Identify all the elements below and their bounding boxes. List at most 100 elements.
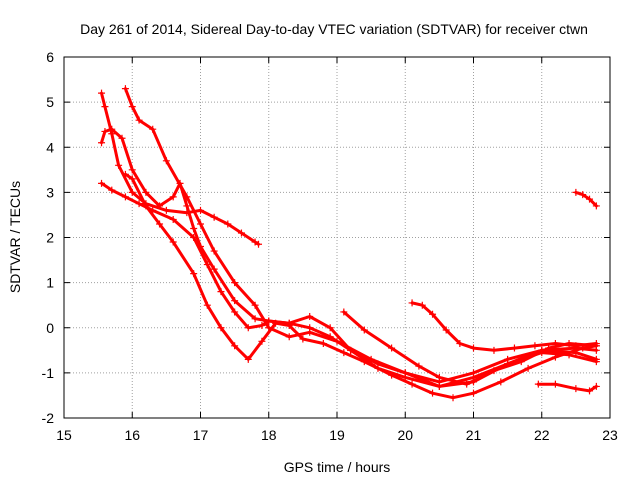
data-point	[367, 355, 375, 363]
data-point	[128, 166, 136, 174]
data-point	[326, 324, 334, 332]
data-point	[210, 247, 218, 255]
data-point	[251, 301, 259, 309]
y-tick-label: 4	[46, 139, 54, 155]
data-point	[497, 378, 505, 386]
x-tick-label: 18	[261, 427, 277, 443]
data-point	[121, 85, 129, 93]
series-arc-9-markers	[572, 188, 600, 210]
data-point	[551, 340, 559, 348]
data-point	[169, 193, 177, 201]
data-point	[115, 161, 123, 169]
x-tick-label: 23	[602, 427, 618, 443]
data-point	[237, 229, 245, 237]
y-tick-label: 6	[46, 49, 54, 65]
data-point	[490, 367, 498, 375]
data-point	[217, 288, 225, 296]
series-arc-2	[100, 127, 598, 384]
data-point	[210, 265, 218, 273]
data-point	[203, 301, 211, 309]
data-point	[285, 321, 293, 329]
y-tick-label: 0	[46, 320, 54, 336]
data-point	[360, 358, 368, 366]
y-axis-label: SDTVAR / TECUs	[7, 181, 23, 293]
data-point	[149, 125, 157, 133]
data-point	[183, 193, 191, 201]
x-tick-label: 21	[466, 427, 482, 443]
data-point	[572, 385, 580, 393]
data-point	[470, 389, 477, 397]
data-point	[121, 193, 129, 201]
data-point	[203, 261, 211, 269]
data-point	[197, 206, 204, 214]
data-point	[586, 195, 594, 203]
data-point	[408, 299, 416, 307]
data-point	[442, 326, 450, 334]
series-arc-7-markers	[408, 299, 600, 354]
data-point	[231, 297, 239, 305]
data-point	[388, 371, 396, 379]
y-tick-label: 3	[46, 184, 54, 200]
data-point	[592, 340, 600, 348]
data-point	[251, 315, 259, 323]
data-point	[534, 380, 542, 388]
data-point	[435, 382, 443, 390]
data-point	[510, 344, 518, 352]
data-point	[135, 200, 143, 208]
x-axis-label: GPS time / hours	[284, 459, 391, 475]
data-point	[517, 358, 525, 366]
data-point	[128, 175, 136, 183]
data-point	[121, 170, 129, 178]
data-point	[128, 188, 136, 196]
data-point	[360, 326, 368, 334]
data-point	[429, 389, 437, 397]
data-point	[98, 179, 106, 187]
data-point	[463, 380, 471, 388]
data-point	[156, 202, 164, 210]
y-tick-label: -1	[42, 365, 55, 381]
grid-lines	[64, 57, 610, 418]
data-point	[108, 125, 116, 133]
data-point	[586, 387, 594, 395]
data-point	[118, 134, 126, 142]
data-point	[299, 335, 307, 343]
data-point	[490, 346, 498, 354]
data-point	[333, 337, 341, 345]
x-tick-label: 17	[193, 427, 209, 443]
chart-title: Day 261 of 2014, Sidereal Day-to-day VTE…	[80, 21, 588, 37]
data-point	[128, 103, 136, 111]
data-point	[524, 364, 532, 372]
data-point	[231, 308, 239, 316]
data-point	[272, 319, 280, 327]
data-point	[217, 324, 225, 332]
data-point	[244, 324, 252, 332]
data-series	[98, 85, 600, 402]
data-point	[388, 344, 396, 352]
x-tick-label: 20	[397, 427, 413, 443]
data-point	[98, 89, 106, 97]
data-point	[418, 301, 426, 309]
data-point	[592, 382, 600, 390]
data-point	[231, 342, 239, 350]
data-point	[101, 127, 109, 135]
y-tick-label: 2	[46, 230, 54, 246]
x-tick-label: 19	[329, 427, 345, 443]
y-tick-label: -2	[42, 410, 55, 426]
series-arc-1-markers	[98, 89, 263, 248]
data-point	[162, 206, 170, 214]
series-arc-8	[536, 382, 598, 393]
data-point	[258, 337, 266, 345]
data-point	[306, 328, 314, 336]
data-point	[579, 191, 587, 199]
y-tick-label: 5	[46, 94, 54, 110]
data-point	[244, 355, 252, 363]
data-point	[255, 240, 263, 248]
data-point	[101, 103, 109, 111]
data-point	[551, 380, 559, 388]
data-point	[572, 188, 580, 196]
data-point	[108, 186, 116, 194]
data-point	[435, 373, 443, 381]
data-point	[265, 317, 273, 325]
x-tick-label: 16	[124, 427, 140, 443]
